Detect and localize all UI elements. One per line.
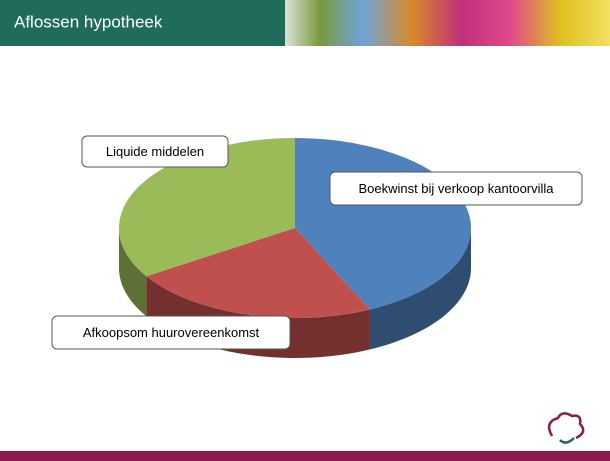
- header-image: [280, 0, 610, 46]
- page: Aflossen hypotheek Boekwinst bij verkoop…: [0, 0, 610, 461]
- slice-label: Liquide middelen: [106, 144, 204, 159]
- slide: Aflossen hypotheek Boekwinst bij verkoop…: [0, 0, 610, 461]
- footer-bar: [0, 451, 610, 461]
- slice-label: Boekwinst bij verkoop kantoorvilla: [358, 181, 554, 196]
- slide-title: Aflossen hypotheek: [14, 12, 163, 31]
- slice-label: Afkoopsom huurovereenkomst: [83, 325, 260, 340]
